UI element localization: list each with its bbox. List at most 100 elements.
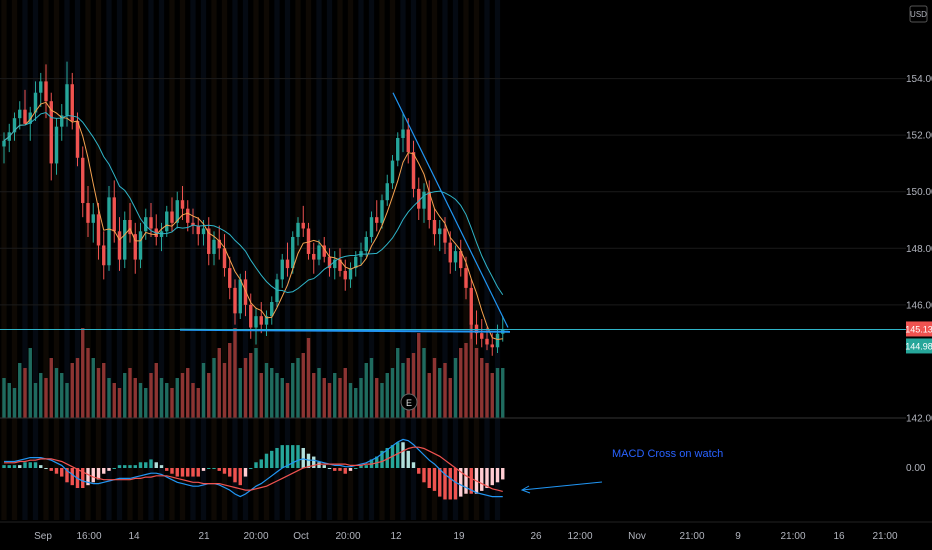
volume-bar (91, 358, 95, 418)
session-stripe (473, 0, 480, 520)
macd-hist-bar (107, 468, 111, 471)
volume-bar (259, 373, 263, 418)
time-tick-label: 21 (198, 531, 210, 542)
volume-bar (385, 373, 389, 418)
candle-body (390, 160, 395, 184)
macd-hist-bar (228, 468, 232, 477)
session-stripe (242, 0, 249, 520)
macd-hist-bar (333, 468, 337, 471)
time-tick-label: 19 (453, 531, 465, 542)
volume-bar (86, 348, 90, 418)
candle-body (495, 333, 500, 348)
session-stripe (389, 0, 396, 520)
candle-body (86, 203, 90, 223)
macd-hist-bar (317, 462, 321, 468)
volume-bar (107, 378, 111, 418)
macd-hist-bar (28, 462, 32, 468)
macd-hist-bar (443, 468, 447, 500)
volume-bar (222, 363, 227, 418)
volume-bar (285, 383, 290, 418)
candle-body (128, 220, 132, 235)
price-axis[interactable]: 154.00 152.00 150.00 148.00 146.00 142.00 (906, 74, 932, 424)
time-tick-label: Oct (293, 531, 309, 542)
candle-body (138, 231, 143, 260)
candle-body (191, 222, 195, 226)
time-axis[interactable]: Sep 16:00 14 21 20:00 Oct 20:00 12 19 26 12:00 Nov 2… (0, 521, 932, 542)
macd-hist-bar (406, 450, 410, 468)
session-stripe (410, 0, 417, 520)
support-horizontal-line[interactable] (179, 328, 511, 333)
earnings-marker[interactable]: E (400, 393, 418, 411)
candle-body (49, 101, 53, 164)
candle-body (348, 268, 353, 280)
macd-hist-bar (259, 459, 263, 468)
macd-hist-bar (102, 468, 106, 474)
macd-hist-bar (23, 462, 27, 468)
session-stripe (253, 0, 259, 520)
volume-bar (338, 378, 342, 418)
macd-hist-bar (60, 468, 64, 477)
macd-annotation[interactable]: MACD Cross on watch (612, 448, 723, 460)
macd-hist-bar (243, 468, 248, 477)
price-tick-label: 148.00 (906, 244, 932, 255)
session-stripe (1, 0, 7, 520)
candle-body (201, 228, 206, 235)
macd-hist-bar (291, 445, 295, 468)
macd-hist-bar (312, 456, 316, 468)
candle-body (243, 279, 248, 305)
session-stripe (127, 0, 133, 520)
candle-body (427, 191, 431, 220)
session-stripe (179, 0, 186, 520)
macd-hist-bar (322, 465, 326, 468)
volume-bar (495, 368, 500, 418)
macd-hist-bar (149, 459, 153, 468)
time-tick-label: 12:00 (567, 531, 592, 542)
session-stripe (274, 0, 280, 520)
macd-hist-bar (249, 468, 253, 469)
macd-hist-bar (196, 468, 200, 477)
macd-hist-bar (448, 468, 452, 500)
volume-bar (149, 373, 153, 418)
macd-hist-bar (123, 465, 127, 468)
candle-body (354, 256, 358, 269)
macd-hist-bar (401, 442, 405, 468)
volume-bar (12, 388, 17, 418)
volume-bar (417, 333, 421, 418)
annotation-arrow[interactable] (520, 481, 603, 494)
session-stripe (32, 0, 39, 520)
candle-body (54, 126, 59, 164)
candle-body (296, 222, 300, 237)
macd-hist-bar (427, 468, 431, 489)
macd-hist-bar (86, 468, 90, 486)
candle-body (2, 140, 6, 147)
session-stripe (74, 0, 81, 520)
candle-body (12, 118, 17, 133)
currency-badge[interactable]: USD (909, 5, 928, 23)
volume-bar (165, 383, 169, 418)
volume-bar (291, 363, 295, 418)
volume-bar (207, 373, 211, 418)
macd-hist-bar (469, 468, 473, 494)
candle-body (23, 109, 27, 124)
macd-hist-bar (170, 468, 174, 474)
macd-hist-bar (490, 468, 494, 486)
volume-bar (480, 358, 484, 418)
candle-body (207, 228, 211, 254)
volume-bar (191, 383, 195, 418)
macd-axis-tick: 0.00 (906, 463, 926, 474)
time-tick-label: Sep (34, 531, 52, 542)
macd-hist-bar (306, 453, 311, 468)
candle-body (170, 211, 174, 223)
macd-hist-bar (207, 468, 211, 469)
macd-hist-bar (296, 445, 300, 468)
macd-hist-bar (485, 468, 489, 489)
session-stripe (158, 0, 165, 520)
macd-hist-bar (2, 465, 6, 468)
volume-bar (201, 363, 206, 418)
volume-bar (112, 383, 116, 418)
candle-body (453, 251, 458, 263)
volume-bar (490, 373, 494, 418)
macd-hist-bar (459, 468, 463, 497)
descending-trendline[interactable] (392, 92, 509, 328)
